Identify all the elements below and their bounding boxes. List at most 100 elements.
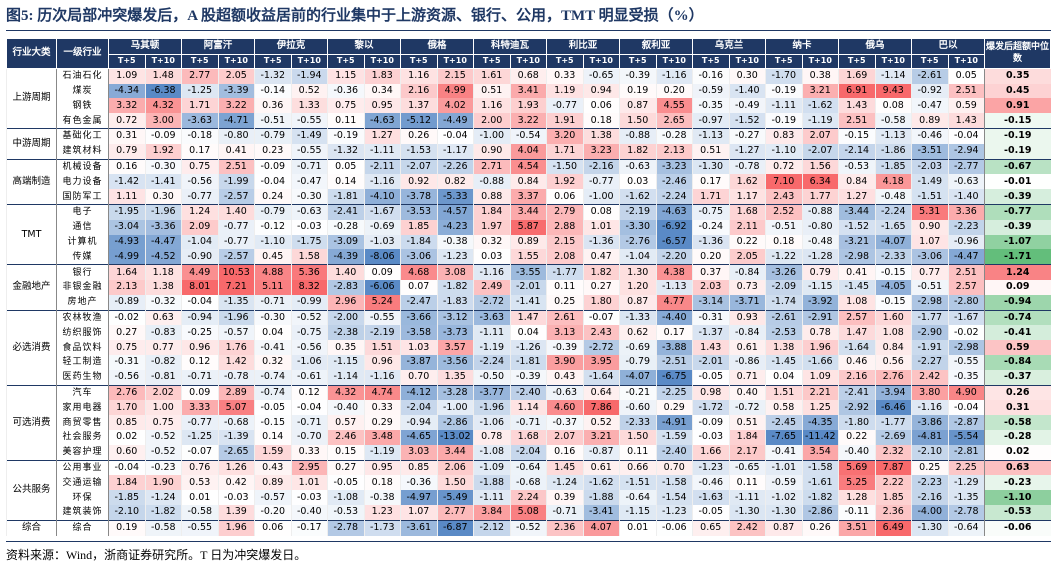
median-cell: 0.63 [984, 459, 1051, 476]
median-header: 爆发后超额中位数 [984, 38, 1051, 69]
value-cell: -2.19 [363, 325, 401, 341]
value-cell: 2.65 [655, 113, 693, 129]
value-cell: 0.12 [181, 354, 218, 370]
value-cell: -1.17 [436, 143, 474, 160]
value-cell: 2.15 [546, 234, 583, 250]
value-cell: -1.32 [327, 143, 364, 160]
value-cell: 3.84 [473, 504, 510, 521]
value-cell: -1.06 [290, 354, 328, 370]
median-cell: -0.19 [984, 127, 1051, 144]
value-cell: -3.63 [473, 309, 510, 326]
value-cell: -1.41 [144, 174, 182, 190]
value-cell: -0.05 [327, 475, 364, 491]
value-cell: -1.36 [692, 234, 729, 250]
value-cell: -1.13 [874, 127, 912, 144]
value-cell: 0.06 [546, 189, 583, 205]
value-cell: -1.70 [765, 67, 802, 84]
value-cell: -2.72 [473, 294, 510, 311]
value-cell: -1.03 [363, 234, 401, 250]
value-cell: 0.83 [765, 127, 802, 144]
value-cell: 4.74 [363, 384, 401, 401]
value-cell: 1.64 [108, 264, 145, 280]
value-cell: -8.06 [363, 249, 401, 265]
value-cell: -3.71 [728, 294, 766, 311]
value-cell: 1.14 [509, 400, 547, 416]
value-cell: -3.73 [436, 325, 474, 341]
value-cell: 2.05 [728, 249, 766, 265]
value-cell: 0.90 [473, 143, 510, 160]
value-cell: 1.43 [947, 113, 985, 129]
value-cell: -0.59 [692, 83, 729, 99]
value-cell: -0.19 [765, 113, 802, 129]
value-cell: -1.63 [692, 490, 729, 505]
value-cell: 2.00 [473, 113, 510, 129]
value-cell: 1.16 [473, 98, 510, 114]
value-cell: -1.42 [108, 174, 145, 190]
value-cell: 2.89 [217, 384, 255, 401]
data-row: 钢铁 3.32 4.32 1.71 3.22 0.36 1.33 0.75 0.95 1.37 4.… [7, 98, 1051, 114]
value-cell: 1.85 [874, 490, 912, 505]
value-cell: 3.13 [546, 325, 583, 341]
value-cell: 3.22 [217, 98, 255, 114]
value-cell: -1.82 [436, 279, 474, 295]
value-cell: 0.30 [728, 67, 766, 84]
value-cell: -0.35 [947, 369, 985, 386]
value-cell: 0.19 [619, 83, 656, 99]
value-cell: -3.36 [144, 219, 182, 235]
value-cell: 0.15 [327, 444, 364, 461]
value-cell: -3.58 [400, 325, 437, 341]
value-cell: 0.12 [290, 384, 328, 401]
value-cell: -6.57 [655, 234, 693, 250]
value-cell: -0.25 [181, 325, 218, 341]
value-cell: 4.49 [181, 264, 218, 280]
group-label: 金融地产 [6, 264, 57, 311]
value-cell: -0.15 [874, 294, 912, 311]
value-cell: -0.74 [254, 369, 291, 386]
value-cell: -0.80 [801, 219, 839, 235]
value-cell: -0.04 [254, 174, 291, 190]
value-cell: 3.21 [801, 83, 839, 99]
value-cell: -3.53 [400, 203, 437, 220]
value-cell: -0.03 [692, 429, 729, 445]
value-cell: 1.09 [801, 369, 839, 386]
value-cell: 3.44 [436, 444, 474, 461]
value-cell: -0.03 [290, 490, 328, 505]
value-cell: -1.23 [655, 504, 693, 521]
value-cell: 1.77 [801, 189, 839, 205]
value-cell: -1.95 [108, 203, 145, 220]
group-label: 必选消费 [6, 309, 57, 386]
value-cell: -0.54 [509, 127, 547, 144]
industry-label: 公用事业 [56, 459, 109, 476]
value-cell: 0.11 [327, 113, 364, 129]
value-cell: 0.47 [582, 249, 620, 265]
value-cell: 0.01 [619, 519, 656, 536]
value-cell: 2.52 [765, 203, 802, 220]
value-cell: 2.21 [801, 384, 839, 401]
value-cell: -1.06 [473, 415, 510, 430]
value-cell: 2.24 [509, 490, 547, 505]
value-cell: 0.14 [254, 429, 291, 445]
value-cell: -1.77 [874, 415, 912, 430]
value-cell: 0.08 [874, 98, 912, 114]
value-cell: 0.77 [144, 340, 182, 355]
value-cell: -2.14 [838, 143, 875, 160]
value-cell: 3.90 [546, 354, 583, 370]
value-cell: 0.01 [181, 490, 218, 505]
value-cell: -0.05 [692, 369, 729, 386]
value-cell: -0.16 [692, 67, 729, 84]
value-cell: -4.05 [874, 279, 912, 295]
value-cell: -1.49 [290, 127, 328, 144]
value-cell: -1.14 [874, 67, 912, 84]
value-cell: -0.83 [144, 325, 182, 341]
value-cell: 0.61 [582, 459, 620, 476]
value-cell: -1.74 [765, 294, 802, 311]
value-cell: -2.25 [655, 384, 693, 401]
value-cell: 0.06 [254, 519, 291, 536]
value-cell: -3.39 [217, 83, 255, 99]
value-cell: 7.10 [765, 174, 802, 190]
industry-label: 家用电器 [56, 400, 109, 416]
value-cell: -1.67 [947, 309, 985, 326]
value-cell: 3.95 [582, 354, 620, 370]
value-cell: -1.59 [655, 429, 693, 445]
value-cell: 1.68 [728, 203, 766, 220]
